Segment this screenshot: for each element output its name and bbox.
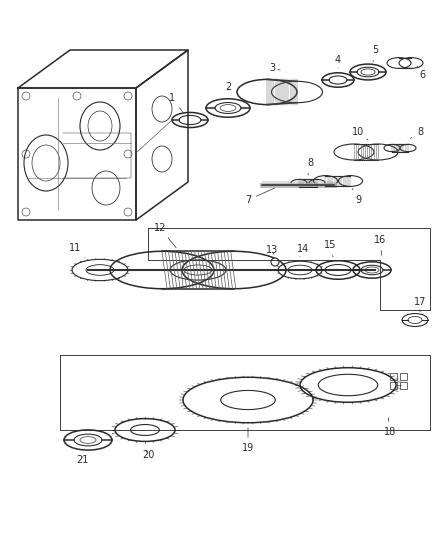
Text: 2: 2 [224, 82, 230, 92]
Text: 12: 12 [153, 223, 176, 248]
Circle shape [270, 258, 279, 266]
Text: 13: 13 [265, 245, 278, 255]
Text: 15: 15 [323, 240, 336, 257]
Text: 1: 1 [169, 93, 183, 113]
Text: 19: 19 [241, 428, 254, 453]
Text: 21: 21 [76, 455, 88, 465]
Text: 16: 16 [373, 235, 385, 255]
Bar [399, 382, 406, 389]
Text: 14: 14 [296, 244, 308, 257]
Text: 7: 7 [244, 188, 274, 205]
Text: 3: 3 [268, 63, 279, 73]
Text: 9: 9 [351, 189, 360, 205]
Text: 5: 5 [371, 45, 377, 62]
Text: 10: 10 [351, 127, 367, 140]
Text: 11: 11 [69, 243, 85, 258]
Text: 8: 8 [410, 127, 422, 139]
Text: 6: 6 [416, 66, 424, 80]
Bar [389, 373, 396, 380]
Text: 17: 17 [413, 297, 425, 312]
Bar [399, 373, 406, 380]
Text: 4: 4 [334, 55, 340, 68]
Text: 20: 20 [141, 450, 154, 460]
Text: 18: 18 [383, 418, 395, 437]
Bar [389, 382, 396, 389]
Text: 8: 8 [306, 158, 312, 175]
